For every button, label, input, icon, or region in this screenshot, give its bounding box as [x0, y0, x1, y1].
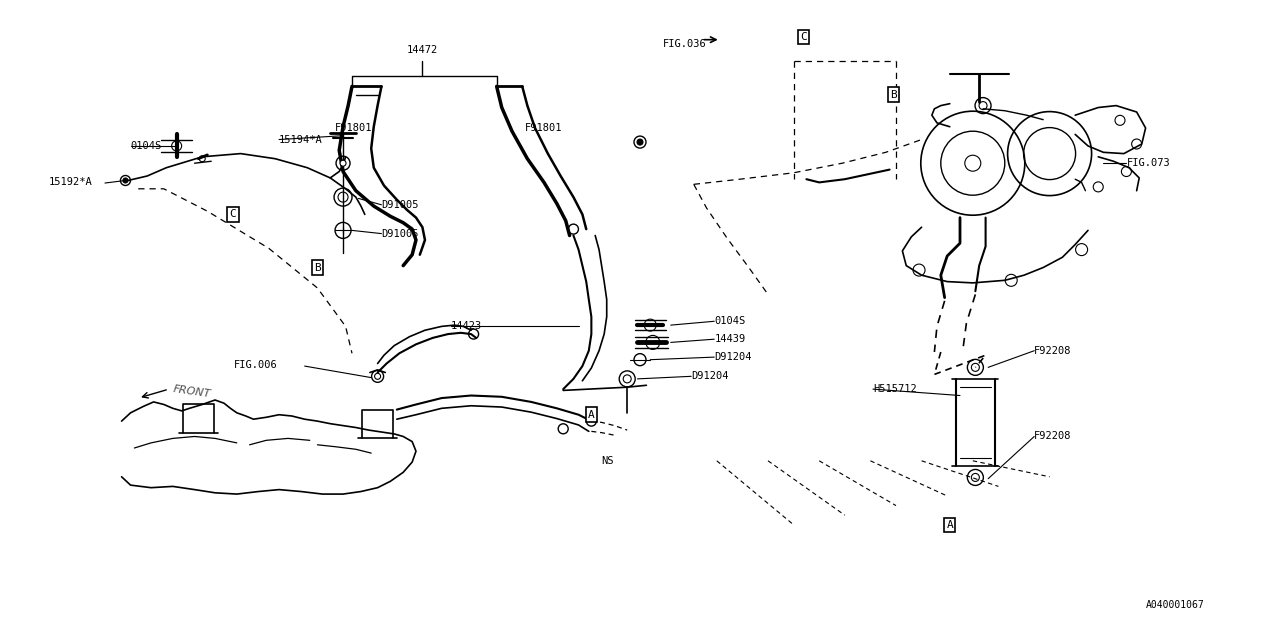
Text: C: C	[229, 209, 237, 220]
Text: 14439: 14439	[714, 334, 745, 344]
Text: FIG.036: FIG.036	[663, 38, 707, 49]
Text: A040001067: A040001067	[1146, 600, 1204, 610]
Text: FIG.006: FIG.006	[234, 360, 278, 370]
Text: D91204: D91204	[691, 371, 728, 381]
Text: F92208: F92208	[1034, 346, 1071, 356]
Text: B: B	[314, 262, 321, 273]
Circle shape	[637, 139, 643, 145]
Text: 15194*A: 15194*A	[279, 134, 323, 145]
Text: B: B	[890, 90, 897, 100]
Text: F92208: F92208	[1034, 431, 1071, 442]
Text: NS: NS	[602, 456, 614, 466]
Text: 0104S: 0104S	[131, 141, 161, 151]
Circle shape	[123, 178, 128, 183]
Text: D91005: D91005	[381, 228, 419, 239]
Text: FIG.073: FIG.073	[1126, 158, 1170, 168]
Text: FRONT: FRONT	[173, 384, 211, 399]
Text: D91204: D91204	[714, 352, 751, 362]
Text: 14472: 14472	[407, 45, 438, 55]
Text: F91801: F91801	[525, 123, 562, 133]
Text: 15192*A: 15192*A	[49, 177, 92, 188]
Text: 14423: 14423	[451, 321, 481, 332]
Text: A: A	[946, 520, 954, 530]
Text: 0104S: 0104S	[714, 316, 745, 326]
Text: C: C	[800, 32, 808, 42]
Text: H515712: H515712	[873, 384, 916, 394]
Text: F91801: F91801	[335, 123, 372, 133]
Circle shape	[340, 160, 346, 166]
Text: A: A	[588, 410, 595, 420]
Circle shape	[375, 373, 380, 380]
Text: D91005: D91005	[381, 200, 419, 210]
